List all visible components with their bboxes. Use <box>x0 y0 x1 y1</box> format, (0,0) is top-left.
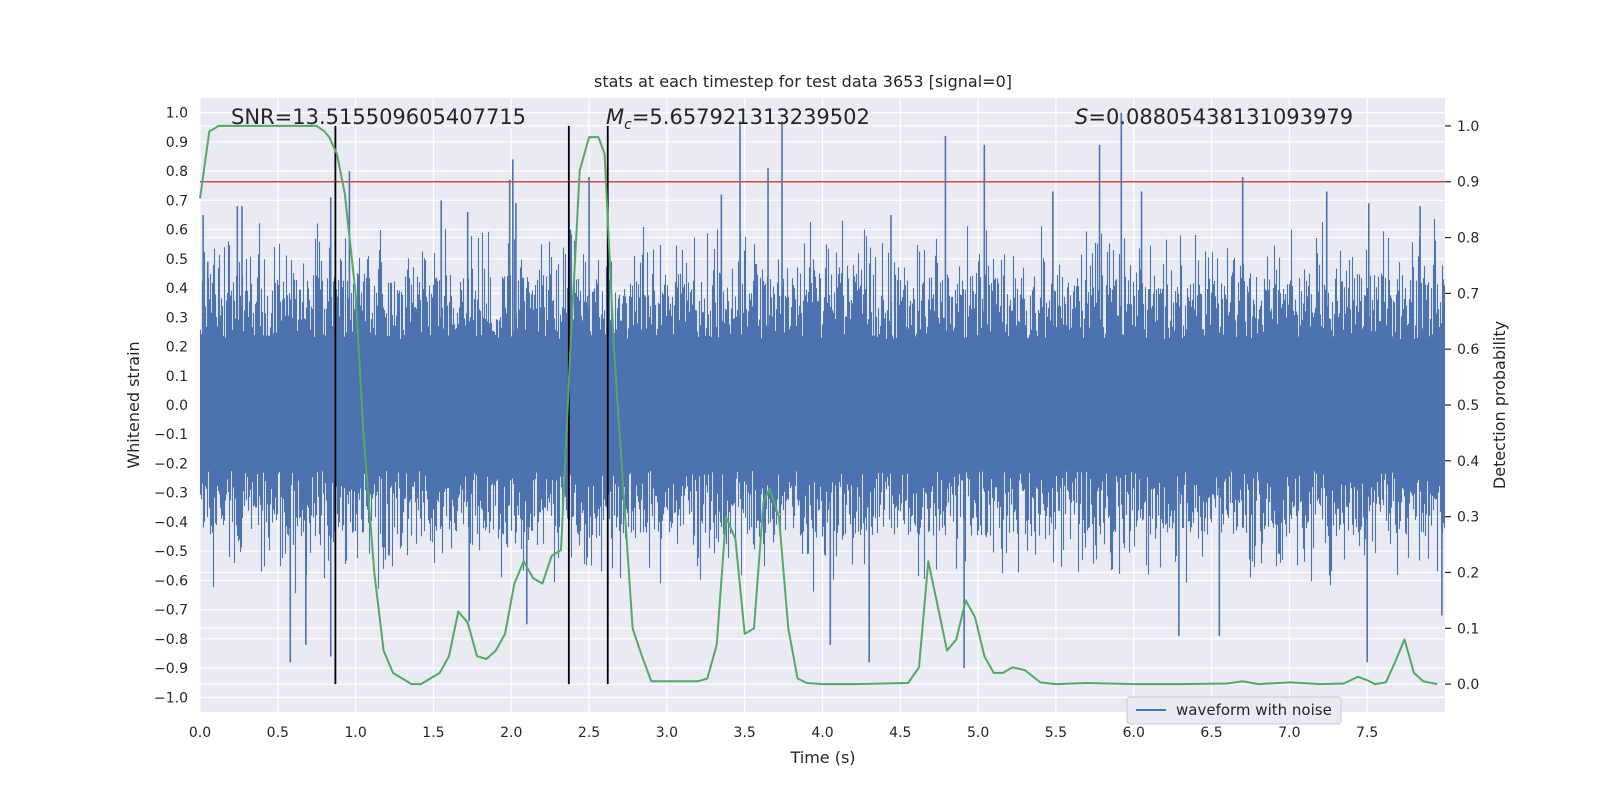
y2-tick-label: 0.0 <box>1457 677 1479 693</box>
chirp-mass-subscript: c <box>624 117 632 133</box>
chart-title: stats at each timestep for test data 365… <box>594 72 1012 91</box>
legend-box <box>1126 696 1342 725</box>
y2-tick-label: 0.7 <box>1457 286 1479 302</box>
y2-tick-label: 0.9 <box>1457 175 1479 191</box>
y-ticks-left: 1.0 0.9 0.8 0.7 0.6 0.5 0.4 0.3 0.2 0.1 0.0 −0.1 −0.… <box>154 106 188 707</box>
snr-annotation: SNR=13.515509605407715 <box>231 105 526 129</box>
legend-label: waveform with noise <box>1176 701 1332 719</box>
y-tick-label: 0.3 <box>166 310 188 326</box>
x-axis-label: Time (s) <box>789 748 855 767</box>
y-tick-label: −1.0 <box>154 690 188 706</box>
y-tick-label: −0.1 <box>154 427 188 443</box>
strain-series <box>199 112 1446 669</box>
y2-tick-label: 1.0 <box>1457 119 1479 135</box>
y-axis-label-right: Detection probability <box>1490 321 1509 489</box>
x-tick-label: 6.5 <box>1200 725 1222 741</box>
y-tick-label: 1.0 <box>166 106 188 122</box>
y-axis-label: Whitened strain <box>124 341 143 468</box>
y-ticks-right: 1.0 0.9 0.8 0.7 0.6 0.5 0.4 0.3 0.2 0.1 0.0 <box>1445 119 1479 693</box>
y-tick-label: −0.7 <box>154 603 188 619</box>
x-tick-label: 4.0 <box>811 725 833 741</box>
y-tick-label: 0.4 <box>166 281 188 297</box>
x-tick-label: 5.5 <box>1045 725 1067 741</box>
y-tick-label: −0.4 <box>154 515 188 531</box>
chirp-mass-annotation: Mc=5.657921313239502 <box>606 105 870 133</box>
x-tick-label: 7.5 <box>1356 725 1378 741</box>
x-ticks: 0.0 0.5 1.0 1.5 2.0 2.5 3.0 3.5 4.0 4.5 5.0 5.5 6.0 6… <box>189 725 1378 741</box>
y2-tick-label: 0.2 <box>1457 565 1479 581</box>
statistic-value: =0.08805438131093979 <box>1088 105 1353 129</box>
x-tick-label: 0.0 <box>189 725 211 741</box>
strain-core <box>200 340 1445 470</box>
y2-tick-label: 0.5 <box>1457 398 1479 414</box>
y2-tick-label: 0.1 <box>1457 621 1479 637</box>
y-tick-label: −0.6 <box>154 573 188 589</box>
x-tick-label: 0.5 <box>267 725 289 741</box>
x-tick-label: 2.0 <box>500 725 522 741</box>
chirp-mass-symbol: M <box>606 105 624 129</box>
y2-tick-label: 0.3 <box>1457 510 1479 526</box>
x-tick-label: 6.0 <box>1123 725 1145 741</box>
x-tick-label: 7.0 <box>1278 725 1300 741</box>
x-tick-label: 5.0 <box>967 725 989 741</box>
x-tick-label: 1.5 <box>422 725 444 741</box>
statistic-symbol: S <box>1075 105 1088 129</box>
y2-tick-label: 0.6 <box>1457 342 1479 358</box>
y-tick-label: 0.7 <box>166 193 188 209</box>
y-tick-label: 0.6 <box>166 223 188 239</box>
y-tick-label: 0.0 <box>166 398 188 414</box>
x-tick-label: 1.0 <box>344 725 366 741</box>
y-tick-label: −0.5 <box>154 544 188 560</box>
y-tick-label: 0.9 <box>166 135 188 151</box>
chirp-mass-value: =5.657921313239502 <box>632 105 870 129</box>
statistic-annotation: S=0.08805438131093979 <box>1075 105 1353 129</box>
detection-probability-line <box>199 124 1438 686</box>
x-tick-label: 2.5 <box>578 725 600 741</box>
y-tick-label: −0.3 <box>154 486 188 502</box>
y-tick-label: 0.2 <box>166 340 188 356</box>
y-tick-label: −0.9 <box>154 661 188 677</box>
x-tick-label: 3.0 <box>656 725 678 741</box>
y-tick-label: 0.5 <box>166 252 188 268</box>
legend: waveform with noise <box>1126 696 1342 725</box>
y-tick-label: 0.1 <box>166 369 188 385</box>
y-tick-label: −0.8 <box>154 632 188 648</box>
x-tick-label: 3.5 <box>734 725 756 741</box>
y2-tick-label: 0.4 <box>1457 454 1479 470</box>
x-tick-label: 4.5 <box>889 725 911 741</box>
y2-tick-label: 0.8 <box>1457 231 1479 247</box>
y-tick-label: −0.2 <box>154 456 188 472</box>
y-tick-label: 0.8 <box>166 164 188 180</box>
